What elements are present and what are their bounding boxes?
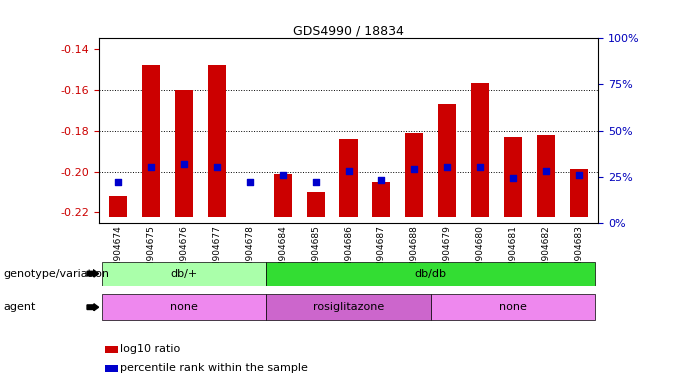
Bar xyxy=(471,83,489,217)
Point xyxy=(146,164,156,170)
Point xyxy=(211,164,222,170)
Point xyxy=(244,179,255,185)
Bar xyxy=(339,139,358,217)
Point xyxy=(113,179,124,185)
Bar xyxy=(504,137,522,217)
Bar xyxy=(175,89,193,217)
Text: genotype/variation: genotype/variation xyxy=(3,268,109,279)
Text: db/+: db/+ xyxy=(171,268,198,279)
Point xyxy=(343,168,354,174)
Text: db/db: db/db xyxy=(415,268,447,279)
Bar xyxy=(102,262,267,286)
Point xyxy=(277,172,288,178)
Point xyxy=(310,179,321,185)
Text: log10 ratio: log10 ratio xyxy=(120,344,181,354)
Bar xyxy=(102,294,267,320)
Point xyxy=(573,172,584,178)
Bar xyxy=(307,192,324,217)
Text: percentile rank within the sample: percentile rank within the sample xyxy=(120,363,308,373)
Bar xyxy=(267,294,430,320)
Bar xyxy=(109,196,127,217)
Title: GDS4990 / 18834: GDS4990 / 18834 xyxy=(293,24,404,37)
Text: rosiglitazone: rosiglitazone xyxy=(313,302,384,312)
Text: agent: agent xyxy=(3,302,36,312)
Point xyxy=(541,168,551,174)
Bar xyxy=(537,135,555,217)
Point xyxy=(442,164,453,170)
Point xyxy=(475,164,486,170)
Bar xyxy=(405,132,424,217)
Point xyxy=(179,161,190,167)
Text: none: none xyxy=(499,302,527,312)
Bar xyxy=(208,65,226,217)
Point xyxy=(376,177,387,184)
Bar xyxy=(438,104,456,217)
Bar xyxy=(430,294,595,320)
Bar xyxy=(273,174,292,217)
Bar xyxy=(570,169,588,217)
Bar xyxy=(142,65,160,217)
Text: none: none xyxy=(170,302,198,312)
Bar xyxy=(373,182,390,217)
Bar xyxy=(267,262,595,286)
Point xyxy=(507,175,518,182)
Point xyxy=(409,166,420,172)
